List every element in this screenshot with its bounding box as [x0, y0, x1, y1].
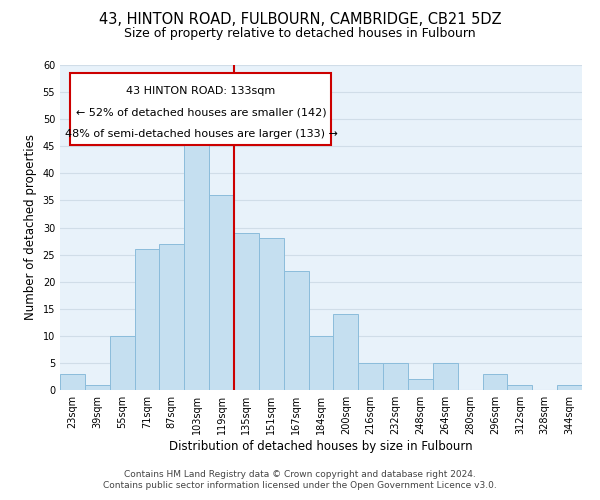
Bar [234, 233, 259, 390]
Bar [334, 314, 358, 390]
Bar [433, 363, 458, 390]
Bar [557, 384, 582, 390]
FancyBboxPatch shape [70, 73, 331, 144]
Bar [358, 363, 383, 390]
Bar [308, 336, 334, 390]
Bar [508, 384, 532, 390]
X-axis label: Distribution of detached houses by size in Fulbourn: Distribution of detached houses by size … [169, 440, 473, 453]
Bar [184, 136, 209, 390]
Bar [209, 195, 234, 390]
Bar [60, 374, 85, 390]
Bar [383, 363, 408, 390]
Bar [408, 379, 433, 390]
Text: 43, HINTON ROAD, FULBOURN, CAMBRIDGE, CB21 5DZ: 43, HINTON ROAD, FULBOURN, CAMBRIDGE, CB… [98, 12, 502, 28]
Text: Size of property relative to detached houses in Fulbourn: Size of property relative to detached ho… [124, 28, 476, 40]
Bar [259, 238, 284, 390]
Text: 43 HINTON ROAD: 133sqm: 43 HINTON ROAD: 133sqm [127, 86, 275, 96]
Bar [482, 374, 508, 390]
Bar [85, 384, 110, 390]
Bar [284, 271, 308, 390]
Text: 48% of semi-detached houses are larger (133) →: 48% of semi-detached houses are larger (… [65, 129, 337, 139]
Bar [134, 249, 160, 390]
Text: ← 52% of detached houses are smaller (142): ← 52% of detached houses are smaller (14… [76, 108, 326, 118]
Text: Contains HM Land Registry data © Crown copyright and database right 2024.: Contains HM Land Registry data © Crown c… [124, 470, 476, 479]
Y-axis label: Number of detached properties: Number of detached properties [24, 134, 37, 320]
Bar [160, 244, 184, 390]
Text: Contains public sector information licensed under the Open Government Licence v3: Contains public sector information licen… [103, 481, 497, 490]
Bar [110, 336, 134, 390]
